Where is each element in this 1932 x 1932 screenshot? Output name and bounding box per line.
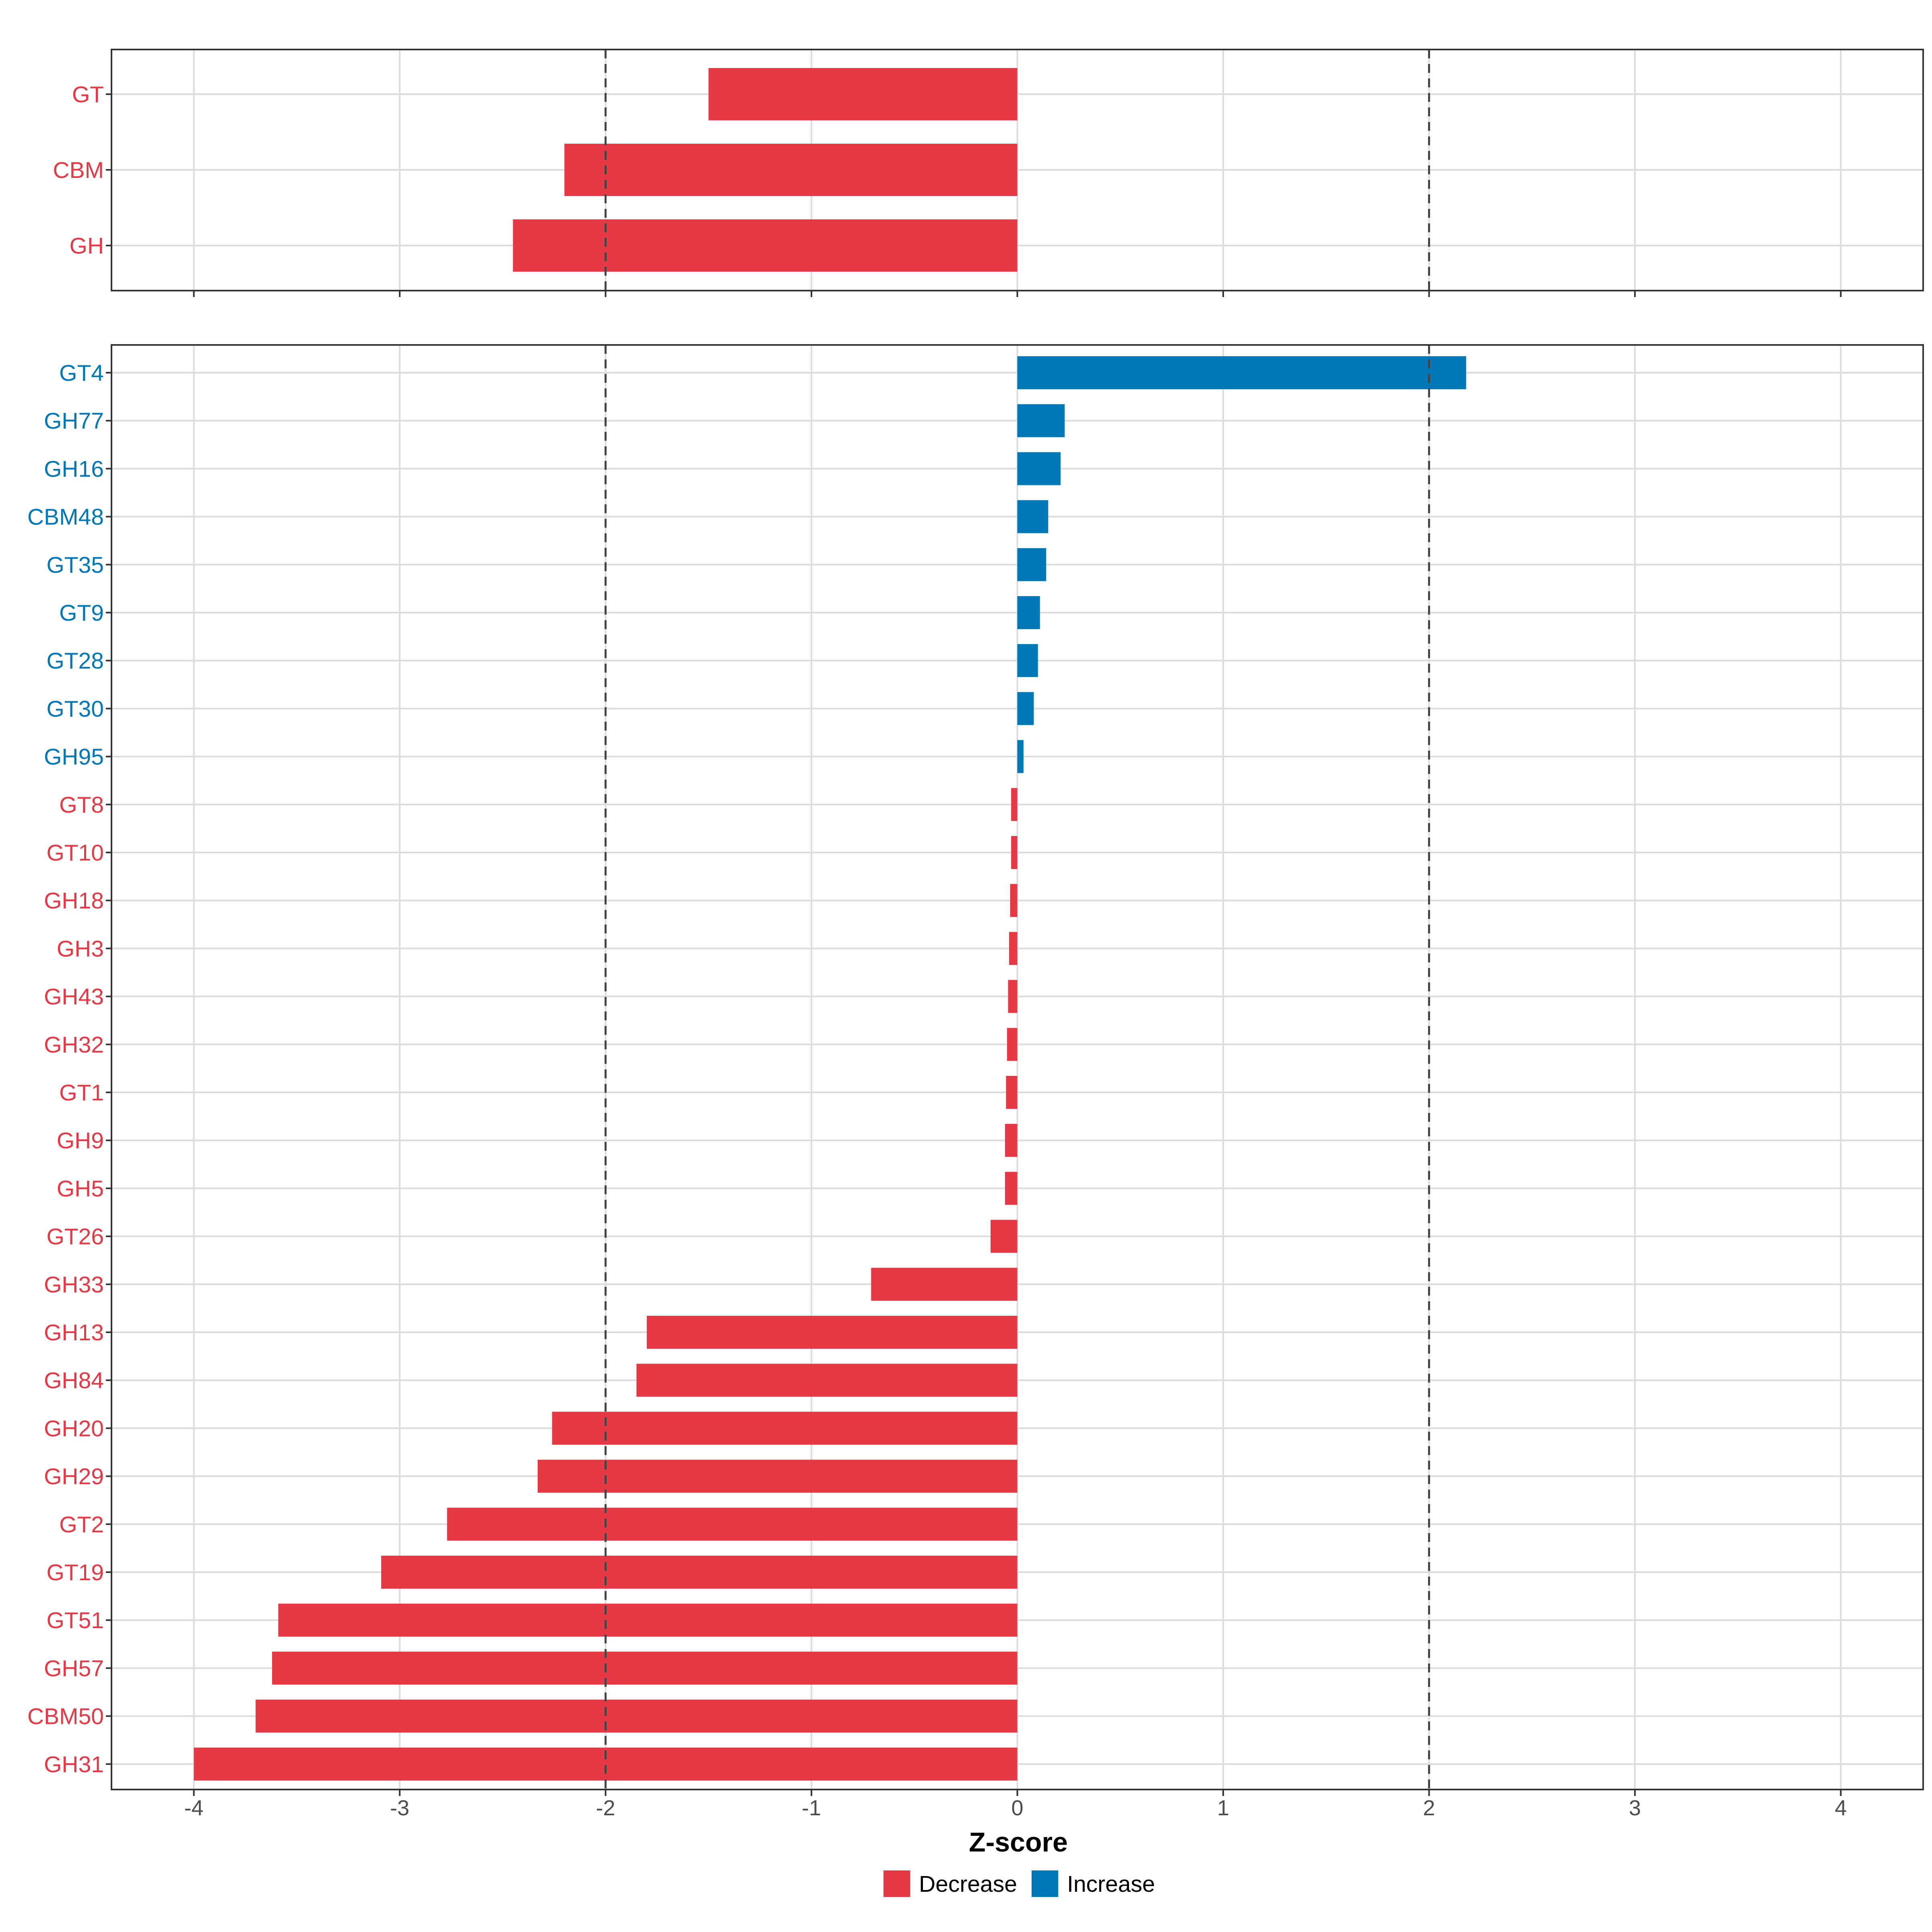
- bar-gh84: [636, 1364, 1018, 1397]
- bar-gh33: [871, 1267, 1018, 1301]
- bar-gh9: [1005, 1124, 1018, 1157]
- category-label: GH31: [44, 1752, 104, 1777]
- category-label: GT1: [59, 1080, 104, 1106]
- category-label: GT10: [46, 840, 104, 866]
- category-label: GH3: [57, 936, 104, 962]
- x-tick-label: 1: [1217, 1796, 1229, 1820]
- bar-gh: [513, 219, 1018, 272]
- category-label: GT30: [46, 696, 104, 722]
- category-label: GH95: [44, 744, 104, 770]
- category-label: GH18: [44, 888, 104, 914]
- x-tick-label: 4: [1835, 1796, 1847, 1820]
- x-tick-label: 3: [1629, 1796, 1641, 1820]
- bar-gt: [708, 68, 1018, 120]
- category-label: GH77: [44, 408, 104, 434]
- category-label: GH57: [44, 1655, 104, 1681]
- bar-gh43: [1008, 980, 1018, 1013]
- bar-gh95: [1017, 740, 1024, 773]
- bar-gt35: [1017, 548, 1046, 581]
- bar-gt2: [447, 1507, 1018, 1541]
- category-label: CBM50: [27, 1704, 104, 1730]
- x-tick-label: -1: [802, 1796, 821, 1820]
- category-label: GH33: [44, 1272, 104, 1298]
- category-label: GT26: [46, 1224, 104, 1250]
- category-label: GT4: [59, 360, 104, 386]
- bar-gh29: [537, 1459, 1018, 1493]
- category-label: GH20: [44, 1416, 104, 1441]
- bar-gt8: [1011, 788, 1018, 821]
- bar-cbm: [564, 144, 1018, 196]
- bar-gh16: [1017, 452, 1061, 485]
- category-label: GH32: [44, 1032, 104, 1058]
- bar-gt51: [278, 1604, 1018, 1637]
- category-label: GT2: [59, 1512, 104, 1538]
- bar-gh20: [552, 1412, 1018, 1445]
- legend: Decrease Increase: [883, 1870, 1155, 1897]
- bar-gt28: [1017, 644, 1038, 677]
- category-label: GH84: [44, 1368, 104, 1393]
- category-label: GT28: [46, 648, 104, 674]
- bar-gt10: [1011, 836, 1018, 869]
- bar-gt30: [1017, 692, 1034, 725]
- bar-gh57: [272, 1651, 1018, 1685]
- category-label: GT: [72, 82, 104, 107]
- bar-gt9: [1017, 596, 1040, 629]
- category-label: CBM48: [27, 504, 104, 530]
- category-label: GT9: [59, 600, 104, 626]
- category-label: GT51: [46, 1608, 104, 1633]
- category-label: GH29: [44, 1464, 104, 1490]
- legend-key-increase: [1032, 1870, 1058, 1897]
- category-label: GH13: [44, 1320, 104, 1346]
- legend-label-decrease: Decrease: [919, 1871, 1017, 1897]
- legend-key-decrease: [883, 1870, 910, 1897]
- category-label: GT35: [46, 552, 104, 578]
- labels-layer: GT CBM GH GT4 GH77 GH16 CBM48 GT35 GT9 GT28 GT30 GH…: [27, 82, 1847, 1820]
- bar-gh3: [1009, 932, 1018, 965]
- bar-cbm48: [1017, 500, 1049, 533]
- category-label: GT19: [46, 1560, 104, 1585]
- category-label: GT8: [59, 792, 104, 818]
- x-tick-label: -4: [184, 1796, 204, 1820]
- x-tick-label: -3: [390, 1796, 409, 1820]
- bar-gh13: [646, 1316, 1018, 1349]
- x-tick-label: 0: [1011, 1796, 1023, 1820]
- x-tick-label: 2: [1423, 1796, 1435, 1820]
- bar-gt4: [1017, 356, 1466, 389]
- legend-label-increase: Increase: [1067, 1871, 1155, 1897]
- category-label: GH9: [57, 1128, 104, 1154]
- x-tick-label: -2: [596, 1796, 615, 1820]
- bar-gt1: [1006, 1076, 1018, 1109]
- bar-cbm50: [256, 1699, 1018, 1733]
- bar-gh77: [1017, 404, 1065, 438]
- category-label: GH5: [57, 1176, 104, 1201]
- bar-gh18: [1010, 884, 1018, 917]
- bar-gh32: [1007, 1028, 1018, 1061]
- bars-layer: [194, 68, 1466, 1781]
- x-axis-title: Z-score: [969, 1827, 1068, 1858]
- category-label: GH16: [44, 456, 104, 482]
- bar-gt19: [381, 1556, 1018, 1589]
- category-label: CBM: [53, 157, 104, 183]
- bar-gh5: [1005, 1172, 1018, 1205]
- reference-lines-layer: [605, 50, 1430, 1790]
- bar-gt26: [991, 1220, 1018, 1253]
- category-label: GH: [70, 233, 104, 259]
- category-label: GH43: [44, 984, 104, 1010]
